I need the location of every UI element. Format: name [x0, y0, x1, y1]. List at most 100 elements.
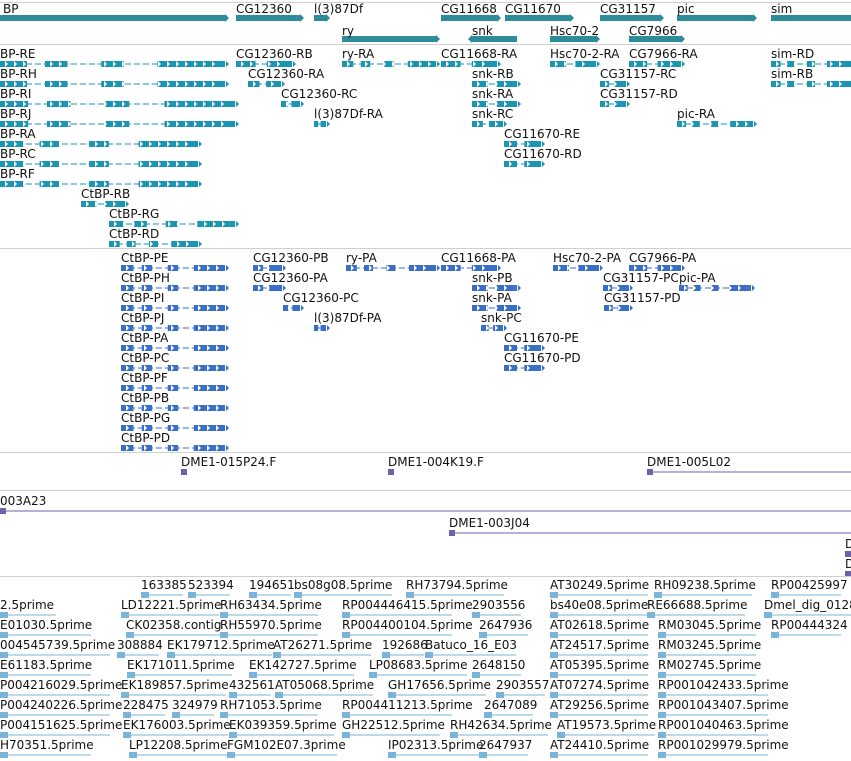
transcript-label[interactable]: sim-RB [771, 67, 814, 81]
transcript-exon[interactable] [39, 161, 60, 167]
est-label[interactable]: 192686 [382, 638, 428, 652]
gene-bar[interactable] [472, 36, 517, 42]
transcript-exon[interactable] [39, 181, 60, 187]
est-label[interactable]: CK02358.contig [126, 618, 222, 632]
est-label[interactable]: RM02745.5prime [658, 658, 762, 672]
transcript-exon[interactable] [524, 161, 541, 167]
transcript-exon[interactable] [126, 241, 136, 247]
est-block[interactable] [0, 712, 8, 718]
transcript-exon[interactable] [314, 325, 319, 331]
transcript-label[interactable]: pic-RA [677, 107, 715, 121]
est-block[interactable] [141, 592, 149, 598]
est-label[interactable]: Dmel_dig_01284 [764, 598, 851, 612]
est-label[interactable]: 228475 [123, 698, 169, 712]
transcript-exon[interactable] [807, 61, 815, 67]
est-block[interactable] [388, 692, 396, 698]
est-label[interactable]: AT07274.5prime [550, 678, 650, 692]
est-block[interactable] [0, 672, 8, 678]
transcript-label[interactable]: CG12360-PB [253, 251, 329, 265]
est-block[interactable] [227, 752, 235, 758]
transcript-label[interactable]: BP-RF [0, 167, 35, 181]
est-block[interactable] [369, 672, 377, 678]
transcript-exon[interactable] [692, 121, 700, 127]
transcript-label[interactable]: BP-RC [0, 147, 36, 161]
transcript-exon[interactable] [614, 81, 626, 87]
transcript-exon[interactable] [268, 285, 282, 291]
transcript-exon[interactable] [807, 81, 815, 87]
est-block[interactable] [342, 712, 350, 718]
transcript-label[interactable]: snk-RC [472, 107, 514, 121]
est-block[interactable] [229, 732, 237, 738]
est-block[interactable] [0, 612, 8, 618]
est-label[interactable]: LP08683.5prime [369, 658, 468, 672]
transcript-label[interactable]: CG11668-PA [441, 251, 516, 265]
est-label[interactable]: H70351.5prime [0, 738, 94, 752]
est-label[interactable]: GH22512.5prime [342, 718, 445, 732]
transcript-exon[interactable] [0, 81, 27, 87]
est-block[interactable] [0, 652, 8, 658]
est-block[interactable] [658, 712, 666, 718]
gene-bar[interactable] [677, 15, 753, 21]
est-block[interactable] [129, 752, 137, 758]
est-label[interactable]: RP00444324 [771, 618, 848, 632]
est-block[interactable] [472, 612, 480, 618]
transcript-exon[interactable] [134, 221, 147, 227]
transcript-label[interactable]: sim-RD [771, 47, 815, 61]
transcript-label[interactable]: CtBP-PG [121, 411, 171, 425]
est-label[interactable]: P004216029.5prime [0, 678, 123, 692]
transcript-exon[interactable] [384, 61, 394, 67]
transcript-exon[interactable] [524, 345, 541, 351]
transcript-label[interactable]: BP-RH [0, 67, 37, 81]
est-label[interactable]: 2903556 [472, 598, 526, 612]
transcript-exon[interactable] [157, 81, 226, 87]
transcript-label[interactable]: CG12360-RA [248, 67, 325, 81]
transcript-exon[interactable] [614, 101, 626, 107]
transcript-exon[interactable] [481, 325, 489, 331]
est-label[interactable]: 163385 [141, 578, 187, 592]
transcript-exon[interactable] [164, 121, 236, 127]
est-label[interactable]: RP001042433.5prime [658, 678, 789, 692]
est-label[interactable]: 194651 [249, 578, 295, 592]
transcript-label[interactable]: BP-RJ [0, 107, 32, 121]
gene-bar[interactable] [441, 15, 497, 21]
est-block[interactable] [550, 712, 558, 718]
transcript-exon[interactable] [600, 81, 610, 87]
gene-bar[interactable] [771, 15, 851, 21]
transcript-label[interactable]: BP-RI [0, 87, 32, 101]
transcript-label[interactable]: CG11670-RD [504, 147, 582, 161]
transcript-label[interactable]: snk-PB [472, 271, 513, 285]
est-label[interactable]: 523394 [188, 578, 234, 592]
transcript-exon[interactable] [771, 81, 781, 87]
est-label[interactable]: bs08g08.5prime [294, 578, 393, 592]
est-block[interactable] [388, 752, 396, 758]
gene-label[interactable]: Hsc70-2 [550, 24, 600, 38]
est-block[interactable] [550, 632, 558, 638]
est-label[interactable]: EK176003.5prime [123, 718, 231, 732]
est-label[interactable]: AT02618.5prime [550, 618, 650, 632]
transcript-label[interactable]: CtBP-PA [121, 331, 169, 345]
transcript-exon[interactable] [268, 265, 282, 271]
transcript-exon[interactable] [364, 265, 373, 271]
gene-label[interactable]: CG12360 [236, 2, 292, 16]
est-block[interactable] [771, 632, 779, 638]
est-label[interactable]: EK039359.5prime [229, 718, 337, 732]
est-block[interactable] [479, 632, 487, 638]
est-block[interactable] [172, 712, 180, 718]
est-block[interactable] [658, 672, 666, 678]
transcript-exon[interactable] [164, 101, 236, 107]
transcript-exon[interactable] [105, 121, 130, 127]
transcript-label[interactable]: BP-RA [0, 127, 36, 141]
transcript-label[interactable]: CtBP-RD [109, 227, 160, 241]
transcript-label[interactable]: snk-RA [472, 87, 514, 101]
est-label[interactable]: RE66688.5prime [647, 598, 748, 612]
est-block[interactable] [342, 632, 350, 638]
est-block[interactable] [0, 632, 8, 638]
est-block[interactable] [550, 612, 558, 618]
est-block[interactable] [654, 592, 662, 598]
est-label[interactable]: IP02313.5prime [388, 738, 484, 752]
transcript-exon[interactable] [629, 265, 648, 271]
transcript-exon[interactable] [0, 61, 27, 67]
est-block[interactable] [550, 592, 558, 598]
transcript-label[interactable]: CG11670-PE [504, 331, 579, 345]
est-block[interactable] [550, 752, 558, 758]
